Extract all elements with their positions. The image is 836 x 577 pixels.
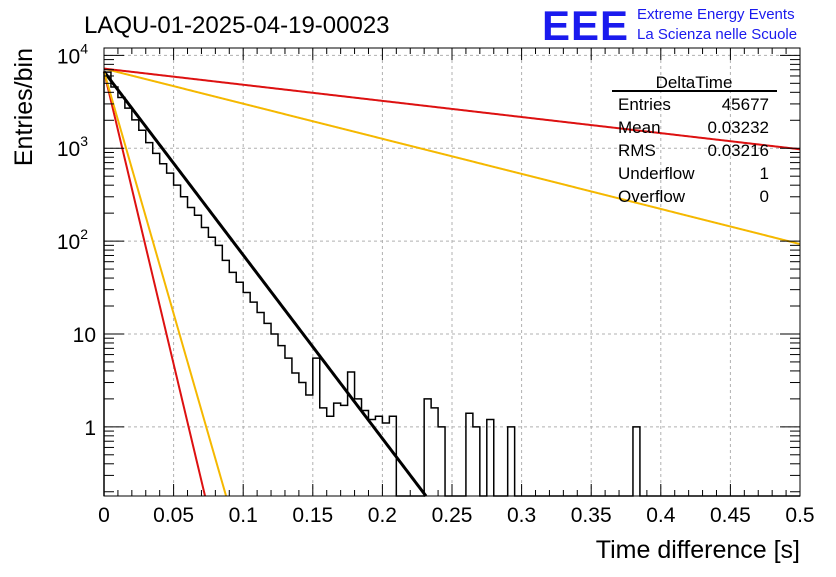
stats-label-mean: Mean [618,118,661,137]
stats-label-rms: RMS [618,141,656,160]
x-tick-labels: 0 0.05 0.1 0.15 0.2 0.25 0.3 0.35 0.4 0.45 0.5 [98,504,814,527]
eee-logo-text: EEE [542,2,629,49]
stats-box: DeltaTime Entries 45677 Mean 0.03232 RMS… [612,73,777,206]
y-tick-label: 102 [57,226,88,254]
y-tick-label: 10 [73,324,96,347]
x-tick-label: 0 [98,504,110,527]
grid-lines [104,48,800,496]
x-tick-label: 0.2 [368,504,397,527]
y-tick-label: 104 [57,40,88,68]
x-tick-label: 0.35 [571,504,612,527]
curve-red-steep [103,71,207,497]
chart-title: LAQU-01-2025-04-19-00023 [84,12,390,39]
x-tick-label: 0.1 [229,504,258,527]
stats-value-underflow: 1 [760,164,769,183]
x-tick-label: 0.45 [710,504,751,527]
stats-value-entries: 45677 [722,95,769,114]
curve-yellow-steep [103,71,228,497]
logo-line-2: La Scienza nelle Scuole [637,26,797,43]
stats-title: DeltaTime [656,73,733,92]
y-tick-labels: 1 10 102 103 104 [57,40,96,439]
y-tick-label: 103 [57,133,88,161]
curve-red-shallow [103,67,801,151]
logo-line-1: Extreme Energy Events [637,6,795,23]
x-axis-title: Time difference [s] [596,536,800,564]
stats-value-rms: 0.03216 [708,141,769,160]
x-tick-label: 0.4 [646,504,676,527]
stats-label-entries: Entries [618,95,671,114]
stats-label-underflow: Underflow [618,164,695,183]
eee-logo: EEE Extreme Energy Events La Scienza nel… [542,2,797,49]
y-tick-label: 1 [84,417,96,440]
curve-yellow-shallow [103,67,801,246]
x-tick-label: 0.15 [292,504,333,527]
y-axis-title: Entries/bin [10,48,38,166]
stats-value-mean: 0.03232 [708,118,769,137]
curve-fit [102,70,428,497]
x-tick-label: 0.5 [785,504,814,527]
x-tick-label: 0.3 [507,504,536,527]
stats-value-overflow: 0 [760,187,769,206]
fit-curves [102,67,801,497]
axis-ticks [103,48,801,496]
x-tick-label: 0.05 [153,504,194,527]
x-tick-label: 0.25 [432,504,473,527]
stats-label-overflow: Overflow [618,187,686,206]
